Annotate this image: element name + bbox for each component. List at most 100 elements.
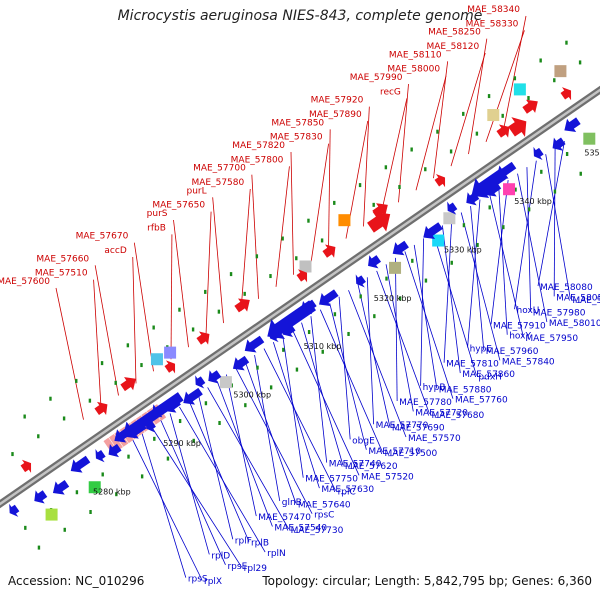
leader-line [132,439,203,581]
tick-dot [178,307,181,312]
leader-line [55,287,84,420]
gene-label: hoxY [509,332,531,342]
gene-label: MAE_57760 [455,396,508,406]
tick-dot [140,363,143,368]
leader-line [376,270,430,414]
leader-line [517,173,548,323]
leader-line [133,242,154,372]
gene-label: MAE_57600 [0,277,50,287]
leader-line [328,129,331,251]
leader-line [132,256,137,384]
scale-label: 5290 kbp [163,439,201,448]
gene-label: obgE [352,436,375,446]
tick-dot [487,94,491,99]
tick-dot [88,398,92,403]
tick-dot [449,149,453,154]
leader-line [398,83,409,203]
feature-box [88,481,101,494]
tick-dot [178,419,182,424]
gene-label: rplN [267,549,286,559]
gene-label: MAE_57740 [329,460,382,470]
tick-dot [62,416,66,421]
gene-label: rplD [211,551,230,561]
tick-dot [281,236,284,241]
forward-gene-arrow [164,360,176,374]
leader-line [170,234,173,360]
gene-label: MAE_57650 [152,201,205,211]
leader-line [488,192,524,338]
leader-line [235,367,313,514]
reverse-gene-arrow [195,375,206,389]
leader-line [420,238,425,386]
feature-box [338,214,351,227]
leader-line [442,225,461,374]
reverse-gene-arrow [70,455,91,473]
topology-text: Topology: circular; Length: 5,842,795 bp… [262,574,592,588]
gene-label: MAE_57470 [258,513,311,523]
reverse-gene-arrow [232,355,250,371]
gene-label: MAE_57720 [415,408,468,418]
gene-label: MAE_57920 [311,96,364,106]
gene-label: MAE_57860 [462,370,515,380]
tick-dot [527,96,530,101]
gene-label: MAE_57980 [533,309,586,319]
tick-dot [100,361,104,366]
gene-label: MAE_57570 [408,434,461,444]
gene-label: MAE_58020 [572,296,600,306]
gene-label: recG [380,87,401,97]
tick-dot [75,490,79,495]
feature-box [583,132,596,145]
gene-label: MAE_57690 [392,424,445,434]
tick-dot [565,40,568,45]
leader-line [290,151,294,275]
tick-dot [527,207,531,212]
page-title: Microcystis aeruginosa NIES-843, complet… [117,8,483,24]
leader-line [460,212,501,361]
forward-gene-arrow-large [367,211,391,233]
tick-dot [11,452,14,457]
gene-label: MAE_57770 [376,421,429,431]
tick-dot [321,349,324,354]
tick-dot [424,278,428,283]
leader-line [363,106,370,227]
gene-label: MAE_58010 [549,319,600,329]
gene-label: MAE_57520 [361,472,414,482]
tick-dot [410,147,413,152]
gene-label: rpl29 [244,564,268,574]
forward-gene-arrow [522,99,538,114]
feature-box [45,508,58,521]
leader-line [514,160,537,310]
tick-dot [358,183,362,188]
leader-line [212,197,224,324]
gene-label: purL [187,186,207,196]
tick-dot [333,312,337,317]
reverse-gene-arrow-large [471,168,508,199]
leader-line [173,219,189,348]
gene-label: MAE_57580 [192,178,245,188]
tick-dot [191,327,195,332]
tick-dot [24,525,27,530]
scale-label: 5300 kbp [233,391,271,400]
leader-line [188,400,250,542]
reverse-gene-arrow [423,222,443,240]
reverse-gene-arrow-large [267,300,316,339]
tick-dot [513,76,517,81]
tick-dot [384,165,388,170]
leader-line [526,167,532,312]
feature-box [503,183,516,196]
leader-line [490,180,509,325]
tick-dot [476,242,479,247]
gene-label: MAE_57840 [502,357,555,367]
gene-label: rpsC [314,511,334,521]
tick-dot [539,58,542,63]
feature-box [219,376,232,389]
gene-label: MAE_58120 [427,42,480,52]
feature-box [150,353,163,366]
leader-line [179,406,266,553]
gene-label: hypB [423,383,446,393]
leader-line [433,61,449,179]
gene-label: MAE_57850 [271,118,324,128]
gene-label: MAE_57800 [231,155,284,165]
genome-axis-highlight [0,88,600,506]
gene-label: glnB [282,498,302,508]
